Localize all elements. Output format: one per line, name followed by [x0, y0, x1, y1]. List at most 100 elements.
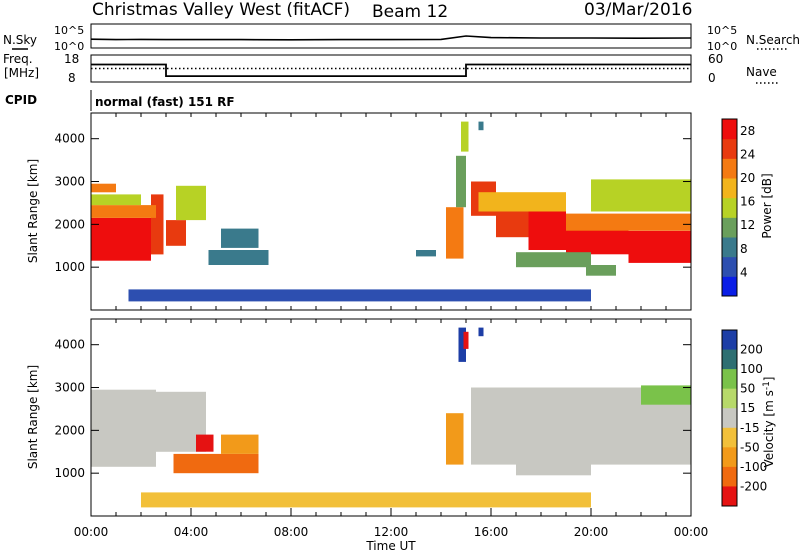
n-search-label: N.Search	[746, 33, 800, 47]
velocity-cell-0	[91, 389, 156, 467]
velocity-colorbar-swatch-1	[722, 349, 737, 370]
velocity-colorbar-swatch-3	[722, 388, 737, 409]
power-colorbar-label: Power [dB]	[760, 173, 774, 238]
velocity-colorbar-swatch-2	[722, 369, 737, 390]
power-colorbar-swatch-7	[722, 138, 737, 159]
power-colorbar-swatch-0	[722, 276, 737, 297]
xtick-label-5: 20:00	[574, 525, 609, 539]
noise-right-tick-bottom: 10^0	[707, 40, 737, 53]
freq-unit-label: [MHz]	[4, 66, 39, 80]
cpid-label: CPID	[5, 93, 37, 107]
power-ytick-label-2: 3000	[54, 175, 85, 189]
noise-left-tick-bottom: 10^0	[54, 40, 84, 53]
power-panel: 1000 2000 3000 4000 Slant Range [km] 4 8 12 16…	[26, 112, 774, 311]
power-cell-10	[446, 207, 464, 259]
power-cell-24	[128, 289, 591, 302]
noise-panel-frame	[90, 23, 692, 49]
velocity-colorbar-tick-7: -200	[740, 479, 767, 493]
velocity-colorbar-frame	[721, 329, 738, 507]
velocity-cell-11	[516, 460, 591, 476]
power-cell-9	[416, 250, 436, 257]
nave-tick-bottom: 0	[708, 71, 716, 85]
power-cell-22	[586, 265, 616, 276]
power-cell-8	[221, 228, 259, 248]
n-sky-line	[90, 35, 692, 41]
velocity-colorbar-tick-5: -50	[740, 440, 760, 454]
time-ut-label: Time UT	[365, 539, 416, 553]
power-cell-3	[91, 194, 141, 206]
freq-tick-bottom: 8	[68, 71, 76, 85]
power-colorbar-tick-0: 4	[740, 265, 748, 279]
velocity-ytick-label-2: 3000	[54, 381, 85, 395]
velocity-colorbar-tick-2: 50	[740, 382, 755, 396]
cpid-text: normal (fast) 151 RF	[95, 95, 235, 109]
power-ytick-label-0: 1000	[54, 260, 85, 274]
power-colorbar-tick-4: 20	[740, 171, 755, 185]
power-cell-6	[176, 185, 206, 221]
velocity-colorbar-swatch-8	[722, 486, 737, 507]
power-cell-5	[166, 220, 186, 246]
velocity-cell-3	[173, 453, 259, 474]
power-cell-4	[91, 183, 116, 193]
power-colorbar-tick-1: 8	[740, 242, 748, 256]
power-colorbar-swatch-2	[722, 237, 737, 258]
velocity-colorbar-tick-6: -100	[740, 460, 767, 474]
velocity-colorbar-swatch-5	[722, 427, 737, 448]
power-cell-16	[528, 211, 566, 250]
power-cell-7	[208, 250, 269, 265]
power-colorbar-swatch-5	[722, 178, 737, 199]
velocity-cell-2	[196, 434, 214, 452]
velocity-colorbar-swatch-6	[722, 447, 737, 468]
velocity-ytick-label-1: 2000	[54, 423, 85, 437]
power-cell-12	[461, 121, 469, 152]
noise-right-tick-top: 10^5	[707, 24, 737, 37]
frequency-panel: Freq. [MHz] Nave 18 8 60 0	[3, 52, 778, 85]
power-colorbar-swatch-3	[722, 217, 737, 238]
xtick-label-2: 08:00	[274, 525, 309, 539]
velocity-colorbar-tick-3: 15	[740, 401, 755, 415]
n-sky-label: N.Sky	[3, 33, 37, 47]
date-label: 03/Mar/2016	[584, 0, 692, 20]
power-colorbar-tick-2: 12	[740, 218, 755, 232]
velocity-cell-7	[458, 327, 466, 362]
velocity-colorbar-swatch-4	[722, 408, 737, 429]
xtick-label-4: 16:00	[474, 525, 509, 539]
power-cell-21	[516, 252, 591, 268]
power-ytick-label-3: 4000	[54, 132, 85, 146]
power-cell-23	[591, 179, 691, 212]
station-title: Christmas Valley West (fitACF)	[92, 0, 350, 20]
power-colorbar-swatch-1	[722, 256, 737, 277]
power-cell-2	[91, 205, 156, 218]
beam-label: Beam 12	[372, 2, 448, 22]
power-cell-1	[151, 194, 164, 255]
velocity-ytick-label-3: 4000	[54, 338, 85, 352]
xtick-label-6: 00:00	[674, 525, 709, 539]
power-cell-0	[91, 217, 151, 261]
velocity-ylabel: Slant Range [km]	[26, 365, 40, 469]
velocity-colorbar-tick-1: 100	[740, 362, 763, 376]
velocity-colorbar-swatch-0	[722, 330, 737, 351]
velocity-colorbar-tick-0: 200	[740, 343, 763, 357]
power-cell-11	[456, 155, 466, 208]
velocity-cell-4	[221, 434, 259, 454]
power-cell-19	[478, 192, 566, 212]
power-colorbar-swatch-8	[722, 119, 737, 140]
velocity-colorbar-label: Velocity [m s-1]	[762, 377, 776, 468]
xtick-label-3: 12:00	[374, 525, 409, 539]
velocity-cell-8	[463, 331, 469, 349]
power-colorbar-swatch-6	[722, 158, 737, 179]
power-ytick-label-1: 2000	[54, 217, 85, 231]
freq-tick-top: 18	[64, 52, 79, 66]
power-colorbar-frame	[721, 118, 738, 297]
velocity-cell-9	[478, 327, 484, 337]
nave-label: Nave	[746, 65, 777, 79]
noise-left-tick-top: 10^5	[54, 24, 84, 37]
power-colorbar-swatch-4	[722, 197, 737, 218]
power-cell-13	[478, 121, 484, 131]
power-colorbar-tick-3: 16	[740, 195, 755, 209]
noise-panel: N.Sky N.Search 10^5 10^0 10^5 10^0	[3, 23, 800, 53]
velocity-cell-5	[141, 492, 591, 508]
xtick-label-1: 04:00	[174, 525, 209, 539]
power-cell-18	[628, 230, 691, 263]
